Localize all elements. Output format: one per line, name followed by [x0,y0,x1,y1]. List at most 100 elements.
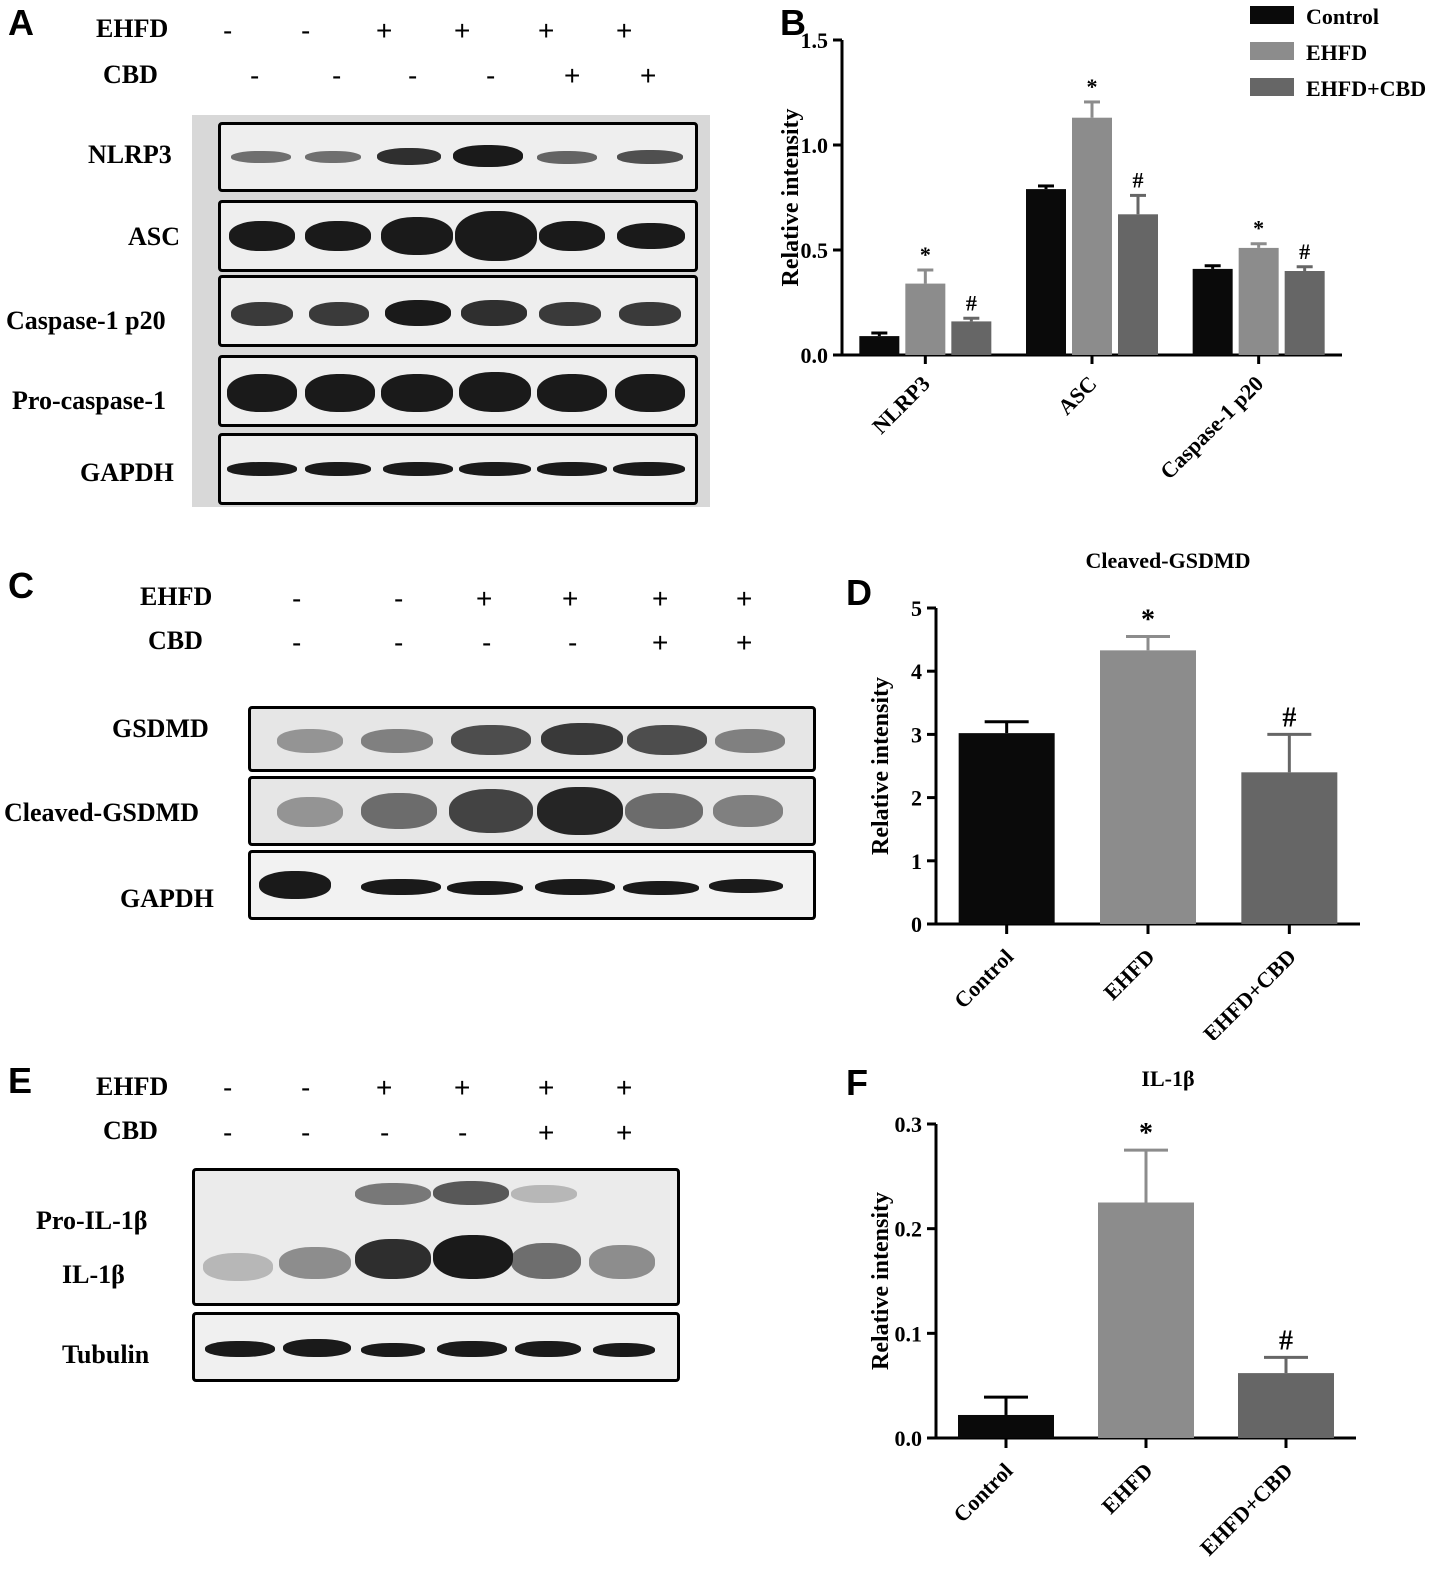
panel-c-cond1-label: EHFD [140,582,213,611]
panel-a-cond1-sign: - [301,15,311,46]
y-tick-label: 5 [911,596,922,621]
panel-e-cond1-sign: + [538,1072,555,1103]
panel-e-row-label: Tubulin [62,1340,150,1369]
y-tick-label: 0.3 [895,1112,923,1137]
panel-letter-c: C [8,565,34,606]
significance-mark: * [1139,1118,1153,1149]
y-tick-label: 0.0 [801,343,829,368]
panel-c-cond1-sign: + [476,583,493,614]
panel-a-cond1-sign: + [538,15,555,46]
significance-mark: # [966,290,977,315]
panel-letter-b: B [780,2,806,43]
y-tick-label: 1.0 [801,133,829,158]
significance-mark: * [1253,216,1264,241]
panel-a-cond1-label: EHFD [96,14,169,43]
panel-c-cond2-sign: - [292,627,302,658]
significance-mark: * [1087,74,1098,99]
y-tick-label: 0 [911,912,922,937]
bar [958,733,1055,924]
panel-e-cond2-sign: - [223,1117,233,1148]
panel-a-cond2-sign: - [408,60,418,91]
blot-nlrp3 [218,122,698,192]
x-tick-label: EHFD+CBD [1195,1458,1298,1561]
panel-a-row-label: Pro-caspase-1 [12,386,167,415]
bar [1072,117,1112,355]
panel-a-cond2-sign: - [250,60,260,91]
blot-gapdh-c [248,850,816,920]
panel-a-cond2-label: CBD [103,60,158,89]
legend-swatch [1250,6,1294,24]
panel-e-cond1-sign: - [301,1072,311,1103]
blot-caspase-1-p20 [218,275,698,347]
panel-c-row-label: GAPDH [120,884,214,913]
panel-c-row-label: Cleaved-GSDMD [4,798,199,827]
x-tick-label: NLRP3 [867,371,935,439]
blot-asc [218,200,698,272]
chart-d: 0 1 2 3 4 5 Relative intensity Cleaved-GSDMD Con… [868,548,1360,1040]
bar [958,1414,1054,1438]
panel-a-cond2-sign: + [564,60,581,91]
y-tick-label: 0.2 [895,1217,923,1242]
y-axis-label: Relative intensity [778,109,804,287]
x-tick-label: ASC [1053,371,1102,420]
significance-mark: # [1279,1325,1293,1356]
y-axis-label: Relative intensity [868,677,894,855]
panel-a-row-label: ASC [128,222,181,251]
y-tick-label: 2 [911,786,922,811]
bar [1284,271,1325,355]
legend-swatch [1250,78,1294,96]
blot-gapdh-a [218,433,698,505]
x-tick-label: Caspase-1 p20 [1155,371,1268,484]
y-tick-label: 0.0 [895,1426,923,1451]
legend-label: EHFD+CBD [1306,76,1426,101]
y-tick-label: 0.1 [895,1321,923,1346]
panel-c-cond2-sign: - [568,627,578,658]
panel-c-cond2-sign: - [482,627,492,658]
panel-a-cond2-sign: - [486,60,496,91]
panel-letter-f: F [846,1062,868,1103]
significance-mark: * [920,242,931,267]
panel-e-cond2-sign: + [538,1117,555,1148]
panel-a-cond1-sign: + [454,15,471,46]
bar [1192,268,1233,355]
x-tick-label: Control [948,1458,1017,1527]
panel-e-cond2-sign: - [301,1117,311,1148]
bar [1118,214,1158,355]
significance-mark: # [1133,167,1144,192]
panel-letter-d: D [846,572,872,613]
chart-b: 0.0 0.5 1.0 1.5 Relative intensity * # NLRP3 * # A… [778,4,1426,484]
x-tick-label: EHFD [1099,944,1160,1005]
x-tick-label: EHFD+CBD [1198,944,1301,1040]
panel-c-cond1-sign: - [394,583,404,614]
legend-swatch [1250,42,1294,60]
panel-letter-e: E [8,1060,33,1101]
legend-label: EHFD [1306,40,1367,65]
significance-mark: # [1299,239,1310,264]
panel-c-row-label: GSDMD [112,714,209,743]
bar [1238,1373,1334,1438]
bar [1026,189,1066,355]
significance-mark: # [1282,702,1296,733]
y-tick-label: 3 [911,722,922,747]
panel-e-cond2-sign: + [616,1117,633,1148]
panel-c-cond2-sign: + [736,627,753,658]
panel-e-row-label: IL-1β [62,1260,125,1289]
bar [1241,772,1338,924]
blot-pro-caspase-1 [218,355,698,427]
y-axis-label: Relative intensity [868,1192,894,1370]
y-tick-label: 0.5 [801,238,829,263]
panel-e-cond2-sign: - [380,1117,390,1148]
panel-e-cond2-sign: - [458,1117,468,1148]
panel-a-cond2-sign: - [332,60,342,91]
bar [1098,1202,1194,1438]
panel-c-cond1-sign: + [562,583,579,614]
legend-label: Control [1306,4,1379,29]
chart-title: IL-1β [1141,1066,1194,1091]
significance-mark: * [1141,604,1155,635]
panel-e-cond1-sign: + [376,1072,393,1103]
y-tick-label: 4 [911,659,922,684]
panel-c-cond1-sign: + [736,583,753,614]
blot-il-1b [192,1168,680,1306]
x-tick-label: EHFD [1097,1458,1158,1519]
panel-e-cond1-sign: + [616,1072,633,1103]
